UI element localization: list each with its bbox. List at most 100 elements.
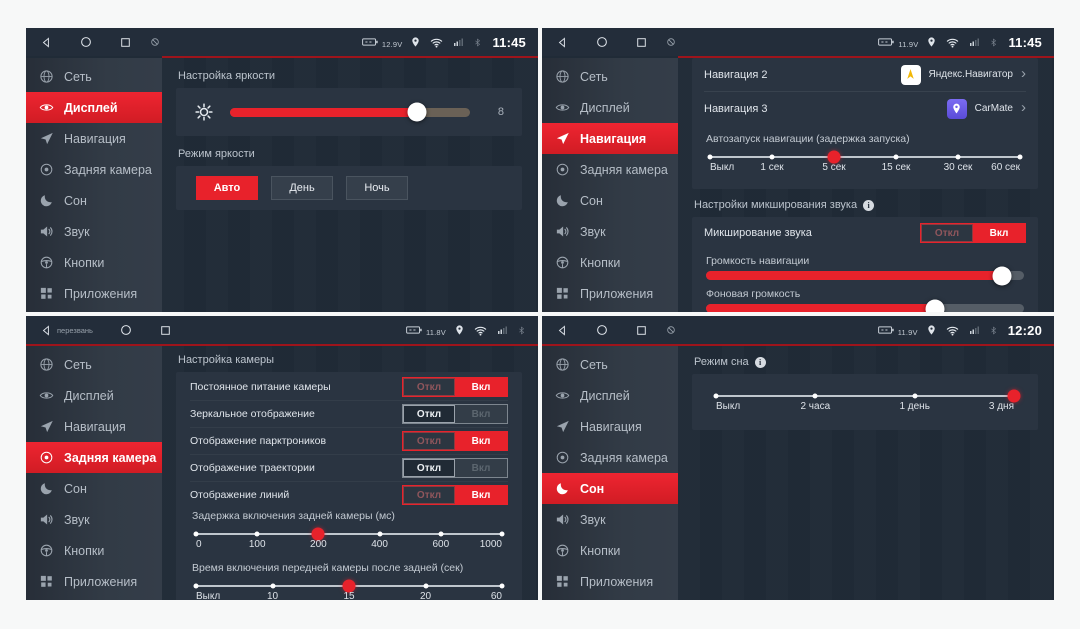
- toggle-off-option[interactable]: Откл: [403, 378, 455, 396]
- home-icon[interactable]: [79, 35, 93, 49]
- step-dot[interactable]: [438, 531, 444, 537]
- info-icon[interactable]: i: [863, 199, 875, 211]
- sleep-step-slider[interactable]: Выкл 2 часа 1 день 3 дня: [713, 388, 1021, 418]
- mixing-toggle[interactable]: Откл Вкл: [920, 223, 1026, 243]
- toggle-on-option[interactable]: Вкл: [455, 405, 507, 423]
- recents-icon[interactable]: [159, 324, 172, 337]
- step-dot[interactable]: [912, 393, 918, 399]
- step-dot[interactable]: [377, 531, 383, 537]
- sidebar-item-network[interactable]: Сеть: [542, 61, 678, 92]
- step-dot[interactable]: [193, 583, 199, 589]
- step-dot[interactable]: [193, 531, 199, 537]
- step-dot[interactable]: [1017, 154, 1023, 160]
- step-dot-active[interactable]: [311, 527, 325, 541]
- step-dot-active[interactable]: [342, 579, 356, 593]
- sidebar-item-rear-camera[interactable]: Задняя камера: [26, 442, 162, 473]
- sidebar-item-display[interactable]: Дисплей: [542, 92, 678, 123]
- autostart-step-slider[interactable]: Выкл 1 сек 5 сек 15 сек 30 сек 60 сек: [707, 149, 1023, 179]
- step-dot[interactable]: [254, 531, 260, 537]
- step-dot[interactable]: [713, 393, 719, 399]
- sidebar-item-display[interactable]: Дисплей: [542, 380, 678, 411]
- toggle-on-option[interactable]: Вкл: [973, 224, 1025, 242]
- sidebar-item-sound[interactable]: Звук: [542, 504, 678, 535]
- sidebar-item-network[interactable]: Сеть: [26, 349, 162, 380]
- sidebar-item-navigation[interactable]: Навигация: [542, 411, 678, 442]
- toggle-off-option[interactable]: Откл: [403, 459, 455, 477]
- navigation3-row[interactable]: Навигация 3 CarMate ›: [704, 92, 1026, 125]
- recents-icon[interactable]: [119, 36, 132, 49]
- trajectory-toggle[interactable]: Откл Вкл: [402, 458, 508, 478]
- sidebar-item-apps[interactable]: Приложения: [26, 566, 162, 597]
- recents-icon[interactable]: [635, 324, 648, 337]
- sidebar-item-sound[interactable]: Звук: [26, 504, 162, 535]
- home-icon[interactable]: [119, 323, 133, 337]
- sidebar-item-apps[interactable]: Приложения: [542, 278, 678, 309]
- back-icon[interactable]: [556, 324, 569, 337]
- step-dot[interactable]: [499, 531, 505, 537]
- lines-toggle[interactable]: Откл Вкл: [402, 485, 508, 505]
- sidebar-item-buttons[interactable]: Кнопки: [542, 247, 678, 278]
- sidebar-item-sleep[interactable]: Сон: [26, 185, 162, 216]
- sidebar-item-sound[interactable]: Звук: [542, 216, 678, 247]
- nav-volume-slider[interactable]: [706, 266, 1024, 285]
- sidebar-item-network[interactable]: Сеть: [26, 61, 162, 92]
- step-dot[interactable]: [955, 154, 961, 160]
- sidebar-item-buttons[interactable]: Кнопки: [542, 535, 678, 566]
- recents-icon[interactable]: [635, 36, 648, 49]
- brightness-slider[interactable]: [230, 102, 470, 122]
- sidebar-item-rear-camera[interactable]: Задняя камера: [26, 154, 162, 185]
- toggle-on-option[interactable]: Вкл: [455, 486, 507, 504]
- toggle-off-option[interactable]: Откл: [403, 486, 455, 504]
- sidebar-item-navigation[interactable]: Навигация: [26, 123, 162, 154]
- step-dot[interactable]: [499, 583, 505, 589]
- nav-volume-thumb[interactable]: [992, 266, 1012, 285]
- toggle-on-option[interactable]: Вкл: [455, 378, 507, 396]
- toggle-off-option[interactable]: Откл: [403, 432, 455, 450]
- back-icon[interactable]: [556, 36, 569, 49]
- step-dot[interactable]: [893, 154, 899, 160]
- step-dot[interactable]: [812, 393, 818, 399]
- sidebar-item-apps[interactable]: Приложения: [542, 566, 678, 597]
- sidebar-item-sleep[interactable]: Сон: [26, 473, 162, 504]
- step-dot[interactable]: [769, 154, 775, 160]
- parktronic-toggle[interactable]: Откл Вкл: [402, 431, 508, 451]
- mode-night-button[interactable]: Ночь: [346, 176, 408, 200]
- sidebar-item-sound[interactable]: Звук: [26, 216, 162, 247]
- step-dot[interactable]: [707, 154, 713, 160]
- camera-power-toggle[interactable]: Откл Вкл: [402, 377, 508, 397]
- info-icon[interactable]: i: [754, 356, 766, 368]
- sidebar-item-network[interactable]: Сеть: [542, 349, 678, 380]
- bg-volume-thumb[interactable]: [925, 299, 945, 312]
- step-dot[interactable]: [423, 583, 428, 589]
- toggle-on-option[interactable]: Вкл: [455, 459, 507, 477]
- toggle-off-option[interactable]: Откл: [921, 224, 973, 242]
- mode-auto-button[interactable]: Авто: [196, 176, 258, 200]
- step-dot-active[interactable]: [827, 150, 841, 164]
- rear-delay-step-slider[interactable]: 0 100 200 400 600 1000: [193, 526, 505, 556]
- sidebar-item-navigation[interactable]: Навигация: [26, 411, 162, 442]
- home-icon[interactable]: [595, 323, 609, 337]
- sidebar-item-buttons[interactable]: Кнопки: [26, 535, 162, 566]
- step-dot[interactable]: [270, 583, 275, 589]
- sidebar-item-sleep[interactable]: Сон: [542, 473, 678, 504]
- brightness-slider-thumb[interactable]: [407, 102, 427, 122]
- toggle-off-option[interactable]: Откл: [403, 405, 455, 423]
- back-icon[interactable]: [40, 324, 53, 337]
- step-dot-active[interactable]: [1007, 389, 1021, 403]
- sidebar-item-rear-camera[interactable]: Задняя камера: [542, 154, 678, 185]
- sidebar-item-buttons[interactable]: Кнопки: [26, 247, 162, 278]
- mirror-toggle[interactable]: Откл Вкл: [402, 404, 508, 424]
- sidebar-item-sleep[interactable]: Сон: [542, 185, 678, 216]
- sidebar-item-display[interactable]: Дисплей: [26, 92, 162, 123]
- navigation2-row[interactable]: Навигация 2 Яндекс.Навигатор ›: [704, 58, 1026, 92]
- back-icon[interactable]: [40, 36, 53, 49]
- toggle-on-option[interactable]: Вкл: [455, 432, 507, 450]
- sidebar-item-apps[interactable]: Приложения: [26, 278, 162, 309]
- sidebar-item-rear-camera[interactable]: Задняя камера: [542, 442, 678, 473]
- sidebar-item-display[interactable]: Дисплей: [26, 380, 162, 411]
- bg-volume-slider[interactable]: [706, 299, 1024, 312]
- front-delay-step-slider[interactable]: Выкл 10 15 20 60: [193, 578, 505, 600]
- home-icon[interactable]: [595, 35, 609, 49]
- sidebar-item-navigation[interactable]: Навигация: [542, 123, 678, 154]
- mode-day-button[interactable]: День: [271, 176, 333, 200]
